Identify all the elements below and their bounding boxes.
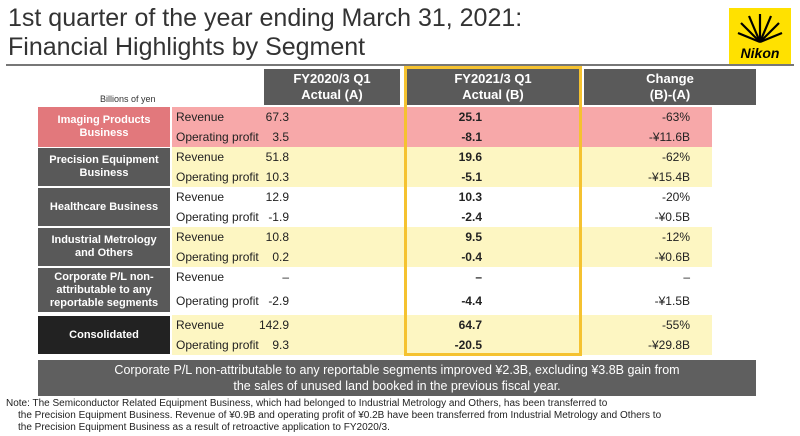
logo-text: Nikon [740,45,780,61]
segment-corporate: Corporate P/L non-attributable to any re… [38,268,170,312]
summary-box: Corporate P/L non-attributable to any re… [38,360,756,396]
units-label: Billions of yen [100,94,156,104]
table-row: Operating profit -1.9 -2.4 -¥0.5B [172,207,712,227]
footnote: Note: The Semiconductor Related Equipmen… [6,398,662,433]
table-row: Operating profit 0.2 -0.4 -¥0.6B [172,247,712,267]
column-header-a: FY2020/3 Q1 Actual (A) [264,69,400,105]
page-title: 1st quarter of the year ending March 31,… [8,4,522,62]
nikon-logo: Nikon [729,8,791,64]
segment-precision-equipment: Precision Equipment Business [38,148,170,186]
title-line-2: Financial Highlights by Segment [8,33,366,61]
segment-industrial-metrology: Industrial Metrology and Others [38,228,170,266]
table-row: Revenue 142.9 64.7 -55% [172,315,712,335]
segment-healthcare: Healthcare Business [38,188,170,226]
table-row: Operating profit 9.3 -20.5 -¥29.8B [172,335,712,355]
column-header-b: FY2021/3 Q1 Actual (B) [406,69,580,105]
table-row: Operating profit 3.5 -8.1 -¥11.6B [172,127,712,147]
table-row: Revenue 10.8 9.5 -12% [172,227,712,247]
column-header-c: Change (B)-(A) [584,69,756,105]
table-row: Operating profit 10.3 -5.1 -¥15.4B [172,167,712,187]
segment-consolidated: Consolidated [38,316,170,354]
segment-imaging-products: Imaging Products Business [38,107,170,147]
table-row: Revenue 67.3 25.1 -63% [172,107,712,127]
table-row: Revenue 12.9 10.3 -20% [172,187,712,207]
logo-rays-icon [737,14,783,44]
table-row: Revenue 51.8 19.6 -62% [172,147,712,167]
title-line-1: 1st quarter of the year ending March 31,… [8,4,523,32]
table-row: Operating profit -2.9 -4.4 -¥1.5B [172,291,712,311]
table-row: Revenue – – – [172,267,712,291]
title-divider [6,64,794,66]
